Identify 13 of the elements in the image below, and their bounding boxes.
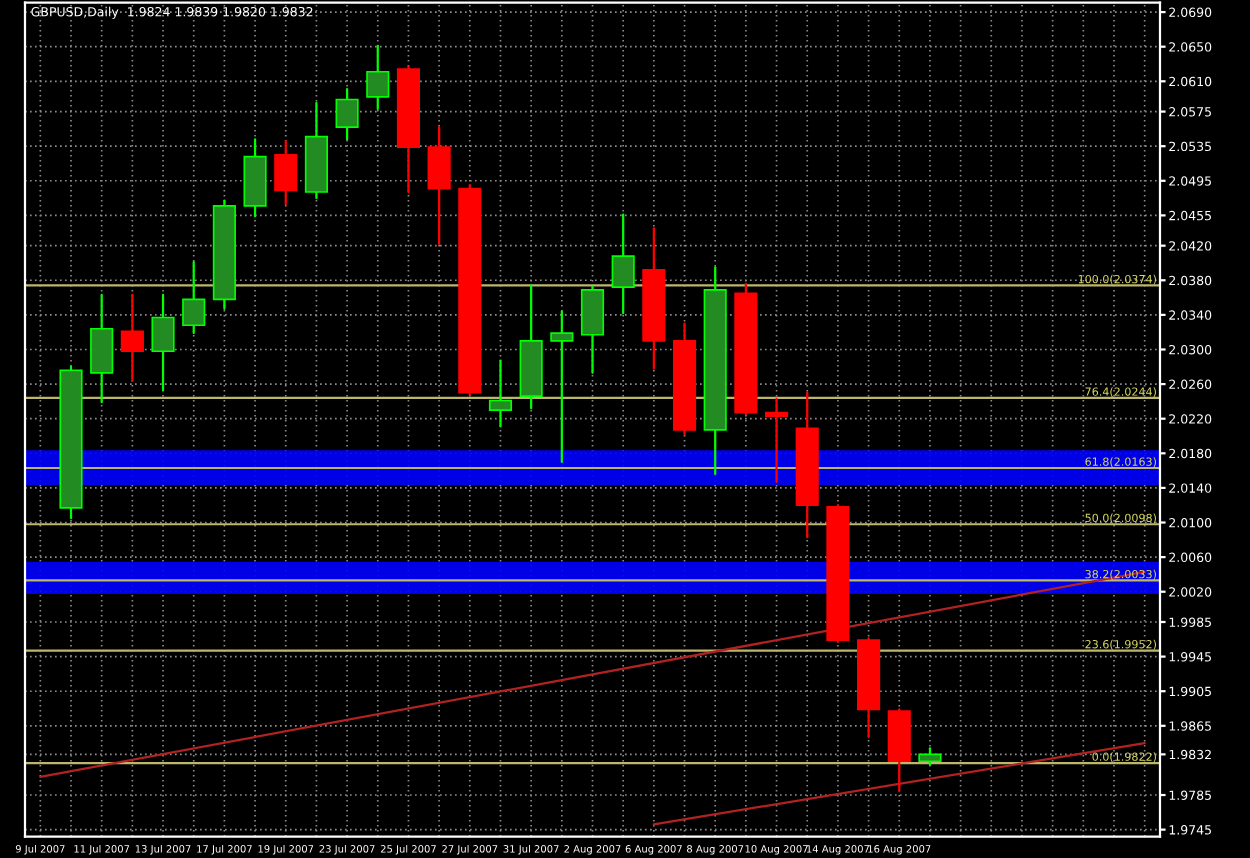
candlestick (580, 286, 605, 374)
candlestick (611, 213, 635, 315)
candlestick (488, 359, 513, 428)
candlestick (120, 293, 144, 382)
candlestick (366, 44, 390, 111)
candlestick (764, 397, 789, 483)
candlestick (151, 293, 175, 392)
candlestick (335, 87, 359, 141)
candlestick (274, 139, 298, 206)
candlestick (550, 310, 574, 464)
candlestick (90, 293, 114, 404)
candlestick (182, 261, 206, 335)
candlestick (427, 126, 451, 246)
